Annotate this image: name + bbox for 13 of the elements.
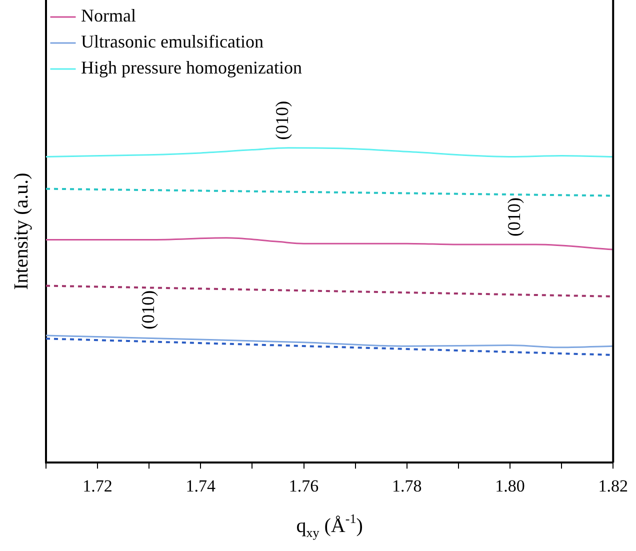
legend-label: High pressure homogenization [81, 58, 302, 78]
x-tick-label: 1.82 [598, 476, 628, 496]
legend-label: Normal [81, 6, 136, 26]
x-tick-label: 1.76 [288, 476, 319, 496]
legend-label: Ultrasonic emulsification [81, 32, 264, 52]
x-tick-label: 1.72 [82, 476, 112, 496]
x-tick-label: 1.74 [186, 476, 216, 496]
annotation: (010) [504, 198, 524, 237]
x-tick-label: 1.80 [495, 476, 525, 496]
y-axis-title: Intensity (a.u.) [10, 172, 32, 290]
x-tick-label: 1.78 [392, 476, 422, 496]
annotation: (010) [138, 290, 158, 330]
annotation: (010) [272, 100, 292, 140]
